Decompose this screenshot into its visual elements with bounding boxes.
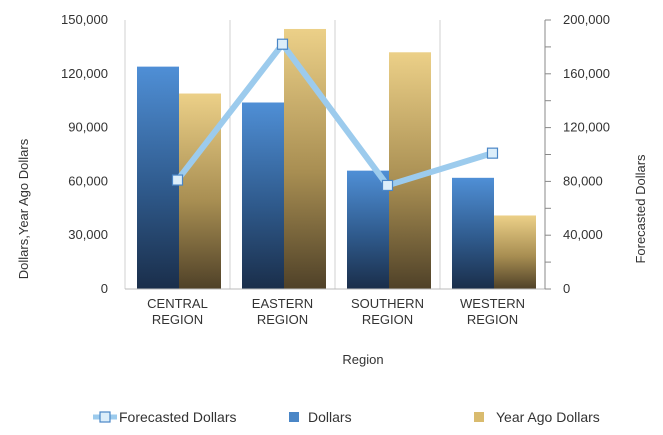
y-tick-label: 30,000	[68, 227, 108, 242]
forecast-point	[486, 147, 499, 159]
y-tick-label: 60,000	[68, 173, 108, 188]
bar-dollars	[242, 102, 284, 289]
x-tick-label: SOUTHERN REGION	[351, 296, 424, 327]
y2-tick-label: 40,000	[563, 227, 603, 242]
bar-year-ago-dollars	[284, 28, 326, 289]
forecast-line-layer	[171, 38, 499, 192]
bars-layer	[137, 28, 536, 289]
x-tick-label: CENTRAL REGION	[147, 296, 208, 327]
y-tick-label: 120,000	[61, 66, 108, 81]
y2-tick-label: 120,000	[563, 120, 610, 135]
legend-year-ago-swatch	[474, 412, 484, 422]
y-tick-label: 90,000	[68, 120, 108, 135]
forecast-point	[276, 38, 289, 50]
y-tick-label: 0	[101, 281, 108, 296]
legend: Forecasted Dollars Dollars Year Ago Dollar…	[93, 409, 600, 425]
forecast-point	[171, 174, 184, 186]
y2-tick-label: 0	[563, 281, 570, 296]
y-tick-label: 150,000	[61, 12, 108, 27]
y2-tick-label: 160,000	[563, 66, 610, 81]
bar-dollars	[452, 177, 494, 289]
bar-year-ago-dollars	[179, 93, 221, 289]
x-axis-title: Region	[342, 352, 383, 367]
bar-year-ago-dollars	[494, 215, 536, 289]
y2-tick-label: 80,000	[563, 173, 603, 188]
axes-layer: 150,000 120,000 90,000 60,000 30,000 0 200,000…	[61, 12, 610, 327]
legend-dollars-label: Dollars	[308, 409, 352, 425]
y-axis-title: Dollars,Year Ago Dollars	[16, 138, 31, 279]
legend-year-ago-label: Year Ago Dollars	[496, 409, 600, 425]
forecast-line	[175, 41, 494, 189]
forecast-point	[381, 179, 394, 192]
legend-dollars-swatch	[289, 412, 299, 422]
bar-year-ago-dollars	[389, 52, 431, 289]
y2-tick-label: 200,000	[563, 12, 610, 27]
legend-forecast-label: Forecasted Dollars	[119, 409, 237, 425]
x-tick-label: WESTERN REGION	[460, 296, 525, 327]
y2-axis-title: Forecasted Dollars	[633, 154, 648, 264]
x-tick-label: EASTERN REGION	[252, 296, 313, 327]
legend-forecast-marker	[99, 411, 111, 423]
